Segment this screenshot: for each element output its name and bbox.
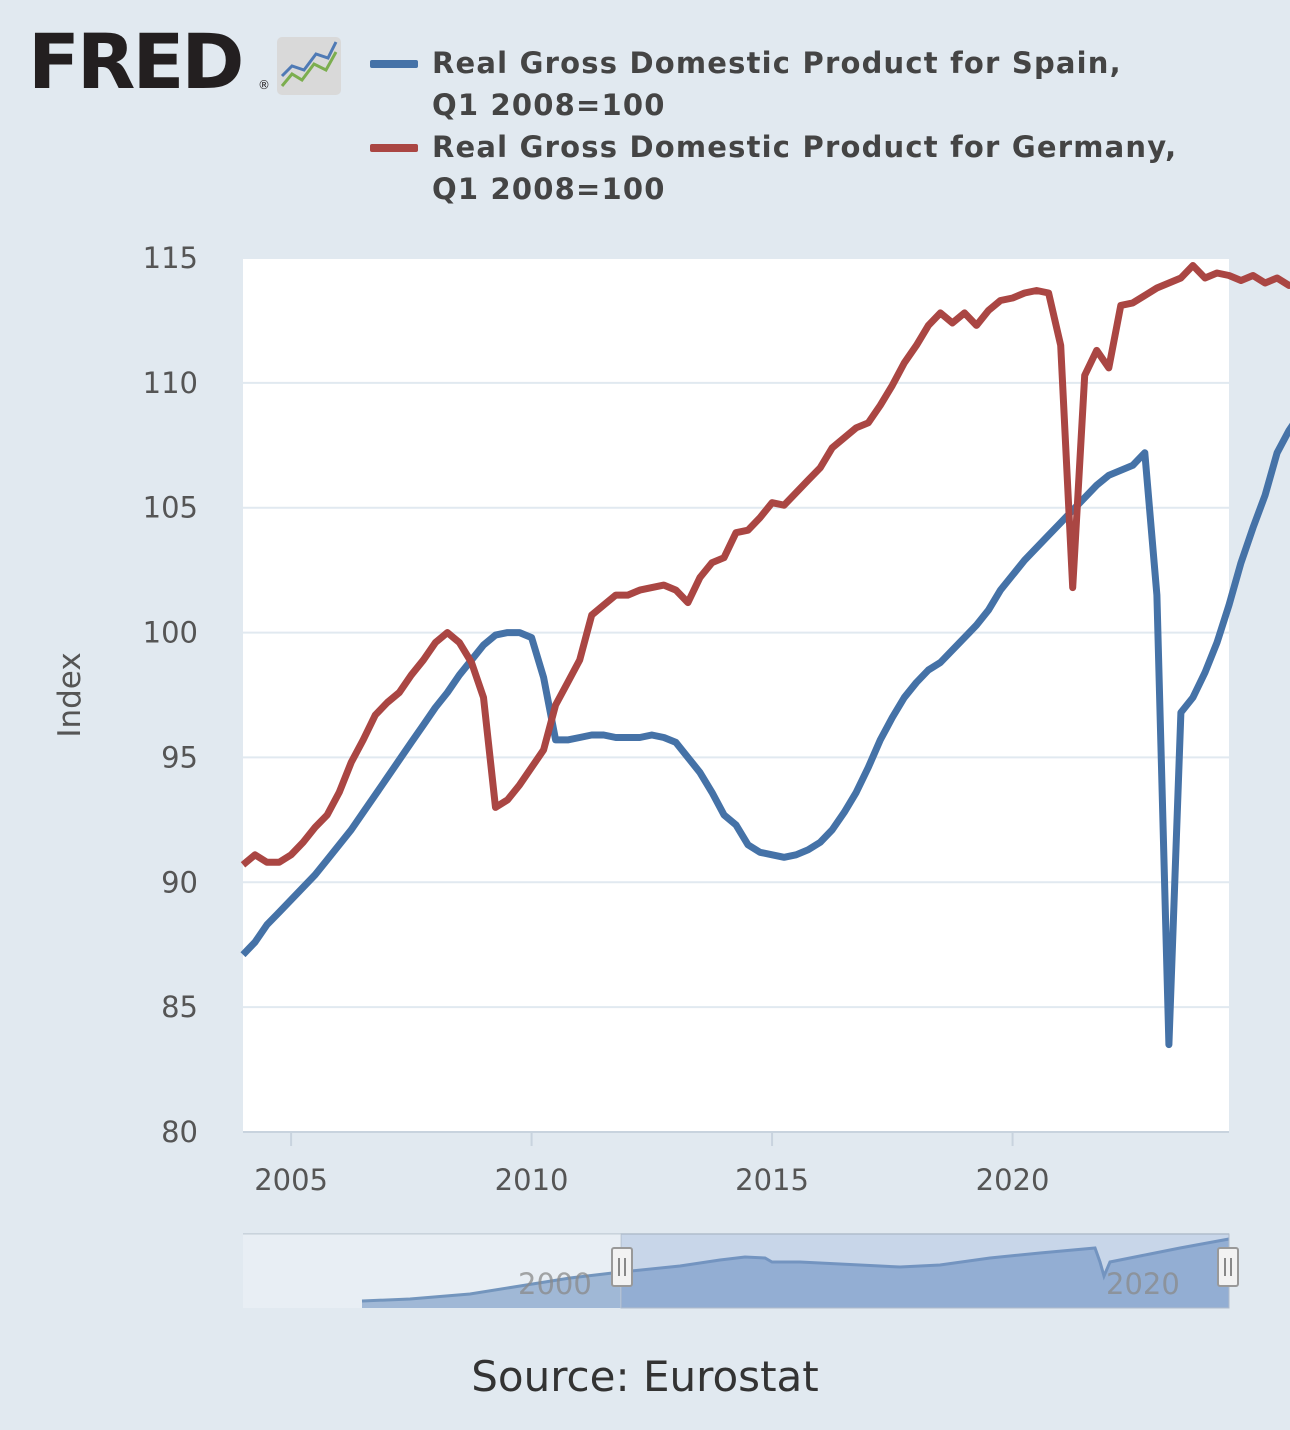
y-tick-label: 105: [143, 491, 198, 525]
navigator-right-handle[interactable]: [1217, 1247, 1239, 1287]
legend-swatch-spain: [370, 60, 418, 68]
drag-handle-icon[interactable]: [611, 1247, 633, 1287]
source-note: Source: Eurostat: [471, 1352, 819, 1401]
y-tick-label: 110: [143, 366, 198, 400]
logo-wordmark: FRED: [28, 17, 244, 106]
y-tick-label: 80: [161, 1115, 198, 1149]
y-tick-label: 95: [161, 740, 198, 774]
x-tick-label: 2020: [976, 1163, 1050, 1197]
legend-swatch-germany: [370, 144, 418, 152]
series-layer: [240, 262, 1290, 1049]
registered-mark: ®: [258, 78, 270, 92]
x-axis-ticks: 2005 2010 2015 2020: [254, 1132, 1049, 1197]
navigator-series-line: [361, 1237, 1230, 1303]
series-line-spain[interactable]: [240, 283, 1290, 1049]
y-tick-label: 100: [143, 616, 198, 650]
drag-handle-icon[interactable]: [1217, 1247, 1239, 1287]
navigator-tick-2020: 2020: [1106, 1267, 1180, 1301]
navigator-left-handle[interactable]: [611, 1247, 633, 1287]
y-tick-label: 85: [161, 990, 198, 1024]
x-tick-label: 2015: [735, 1163, 809, 1197]
fred-logo[interactable]: FRED ®: [28, 24, 348, 102]
y-axis-ticks: 80 85 90 95 100 105 110 115: [143, 241, 198, 1149]
y-axis-title: Index: [52, 652, 88, 737]
x-tick-label: 2005: [254, 1163, 328, 1197]
legend-label-spain: Real Gross Domestic Product for Spain, Q1…: [432, 46, 1122, 122]
y-tick-label: 90: [161, 865, 198, 899]
legend-label-germany: Real Gross Domestic Product for Germany,…: [432, 130, 1178, 206]
y-tick-label: 115: [143, 241, 198, 275]
x-tick-label: 2010: [495, 1163, 569, 1197]
navigator-selected-range[interactable]: [620, 1233, 1230, 1309]
navigator[interactable]: 2000 2020: [243, 1233, 1239, 1309]
trend-chart-icon: [277, 37, 341, 95]
series-line-germany[interactable]: [240, 262, 1290, 868]
navigator-tick-2000: 2000: [518, 1267, 592, 1301]
navigator-unselected-shade: [243, 1234, 621, 1308]
